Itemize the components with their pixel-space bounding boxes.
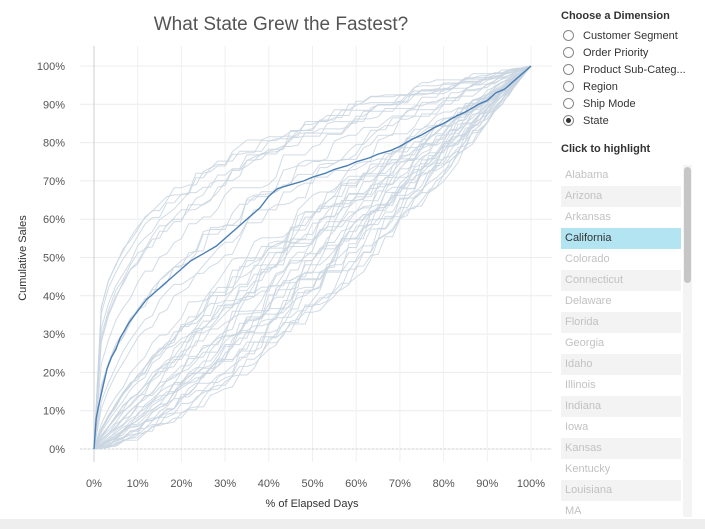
state-line: [93, 65, 532, 450]
x-tick-label: 30%: [214, 478, 236, 490]
state-line: [93, 65, 532, 450]
state-line: [93, 65, 532, 450]
background-state-lines: [93, 65, 532, 450]
x-tick-label: 80%: [433, 478, 455, 490]
dimension-option-label: Order Priority: [583, 46, 649, 59]
radio-unchecked-icon[interactable]: [563, 47, 574, 58]
radio-unchecked-icon[interactable]: [563, 64, 574, 75]
y-tick-label: 80%: [43, 138, 65, 150]
gridlines: [80, 46, 552, 462]
dimension-option[interactable]: Product Sub-Categ...: [563, 61, 686, 78]
y-tick-label: 0%: [49, 444, 65, 456]
state-line: [93, 65, 532, 450]
highlighted-state-line: [93, 65, 532, 450]
bottom-bar: [0, 519, 705, 529]
state-list-item[interactable]: Illinois: [565, 379, 596, 391]
x-tick-label: 90%: [476, 478, 498, 490]
x-tick-label: 10%: [127, 478, 149, 490]
highlight-heading: Click to highlight: [561, 143, 651, 155]
state-list-item[interactable]: Connecticut: [561, 270, 681, 291]
axis-ticks: 0% 10% 20% 30% 40% 50% 60% 70% 80% 90% 100% 0% 10% 20…: [37, 61, 545, 490]
state-line: [93, 65, 532, 450]
state-list-item[interactable]: California: [561, 228, 681, 249]
x-tick-label: 20%: [170, 478, 192, 490]
radio-checked-icon[interactable]: [563, 115, 574, 126]
x-tick-label: 50%: [301, 478, 323, 490]
x-tick-label: 100%: [517, 478, 545, 490]
state-line: [93, 65, 532, 450]
state-line-california[interactable]: [93, 65, 532, 450]
dimension-option-label: Ship Mode: [583, 97, 636, 110]
dimension-option[interactable]: Order Priority: [563, 44, 686, 61]
state-list-item[interactable]: Delaware: [565, 295, 612, 307]
state-list-item[interactable]: Florida: [561, 312, 681, 333]
y-axis-title: Cumulative Sales: [17, 215, 29, 301]
state-list-item[interactable]: Kentucky: [565, 463, 611, 475]
dimension-option-label: Region: [583, 80, 618, 93]
state-list-item[interactable]: Georgia: [565, 337, 605, 349]
state-line: [93, 65, 532, 450]
chart-area: What State Grew the Fastest? 0% 10% 20% 30%…: [17, 14, 552, 510]
state-list-item[interactable]: MA: [565, 505, 582, 517]
state-line: [93, 65, 532, 450]
state-line: [93, 65, 532, 450]
chart-title: What State Grew the Fastest?: [154, 14, 409, 35]
dimension-option[interactable]: Ship Mode: [563, 95, 686, 112]
state-line: [93, 65, 532, 450]
dimension-option[interactable]: Customer Segment: [563, 27, 686, 44]
dimension-option[interactable]: State: [563, 112, 686, 129]
y-tick-label: 10%: [43, 406, 65, 418]
scrollbar-thumb[interactable]: [684, 167, 691, 283]
radio-unchecked-icon[interactable]: [563, 30, 574, 41]
y-tick-label: 100%: [37, 61, 65, 73]
state-list-item[interactable]: Indiana: [561, 396, 681, 417]
x-tick-label: 60%: [345, 478, 367, 490]
state-list-scrollbar[interactable]: [683, 165, 692, 517]
x-tick-label: 40%: [258, 478, 280, 490]
y-tick-label: 20%: [43, 367, 65, 379]
state-line: [93, 65, 532, 450]
dimension-option-label: Customer Segment: [583, 29, 678, 42]
state-list-item[interactable]: Louisiana: [561, 480, 681, 501]
y-tick-label: 30%: [43, 329, 65, 341]
state-list-item[interactable]: Idaho: [561, 354, 681, 375]
y-tick-label: 50%: [43, 253, 65, 265]
y-tick-label: 70%: [43, 176, 65, 188]
y-tick-label: 90%: [43, 99, 65, 111]
dimension-option-label: State: [583, 114, 609, 127]
state-list-item[interactable]: Iowa: [565, 421, 589, 433]
y-tick-label: 40%: [43, 291, 65, 303]
state-line: [93, 65, 532, 450]
state-line: [93, 65, 532, 450]
x-axis-title: % of Elapsed Days: [266, 498, 359, 510]
filter-panel: Choose a Dimension Customer Segment Order…: [557, 0, 705, 529]
state-line: [93, 65, 532, 450]
state-list-item[interactable]: Arizona: [561, 186, 681, 207]
state-list-item[interactable]: Kansas: [561, 438, 681, 459]
state-line: [93, 65, 532, 450]
dimension-heading: Choose a Dimension: [561, 10, 670, 22]
dimension-radio-group: Customer Segment Order Priority Product Su…: [563, 27, 686, 129]
radio-unchecked-icon[interactable]: [563, 81, 574, 92]
state-list-item[interactable]: Colorado: [565, 253, 610, 265]
state-line: [93, 65, 532, 450]
x-tick-label: 70%: [389, 478, 411, 490]
state-line: [93, 65, 532, 450]
state-list-item[interactable]: Alabama: [565, 169, 609, 181]
state-line: [93, 65, 532, 450]
dimension-option-label: Product Sub-Categ...: [583, 63, 686, 76]
state-list[interactable]: Alabama Arizona Arkansas California Colorado…: [561, 165, 681, 517]
y-tick-label: 60%: [43, 214, 65, 226]
dimension-option[interactable]: Region: [563, 78, 686, 95]
radio-unchecked-icon[interactable]: [563, 98, 574, 109]
x-tick-label: 0%: [86, 478, 102, 490]
state-list-item[interactable]: Arkansas: [565, 211, 611, 223]
state-line: [93, 65, 532, 450]
